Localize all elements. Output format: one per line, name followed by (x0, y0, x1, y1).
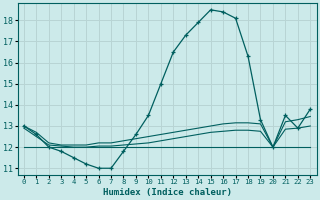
X-axis label: Humidex (Indice chaleur): Humidex (Indice chaleur) (103, 188, 232, 197)
